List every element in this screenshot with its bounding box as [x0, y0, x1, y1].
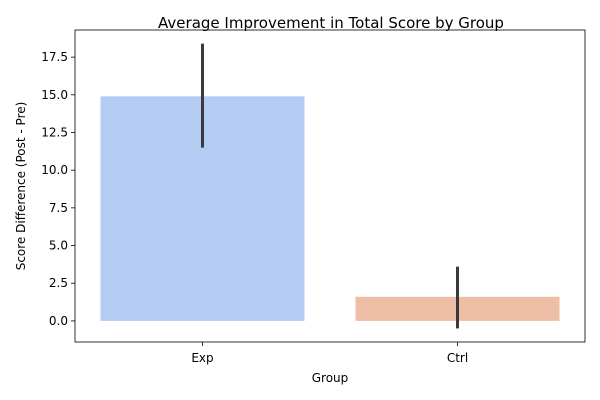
- x-axis-label: Group: [312, 371, 349, 385]
- y-tick-label: 0.0: [49, 314, 68, 328]
- y-axis: 0.0 2.5 5.0 7.5 10.0 12.5 15.0 17.5: [41, 50, 75, 328]
- y-axis-label: Score Difference (Post - Pre): [14, 102, 28, 271]
- y-tick-label: 5.0: [49, 239, 68, 253]
- y-tick-label: 2.5: [49, 276, 68, 290]
- x-axis: Exp Ctrl: [191, 342, 468, 365]
- y-tick-label: 7.5: [49, 201, 68, 215]
- plot-area: [100, 43, 560, 329]
- y-tick-label: 15.0: [41, 88, 68, 102]
- y-tick-label: 12.5: [41, 125, 68, 139]
- y-tick-label: 10.0: [41, 163, 68, 177]
- x-tick-label-exp: Exp: [191, 351, 213, 365]
- y-tick-label: 17.5: [41, 50, 68, 64]
- plot-frame: [74, 29, 586, 343]
- x-tick-label-ctrl: Ctrl: [447, 351, 468, 365]
- chart-title: Average Improvement in Total Score by Gr…: [158, 14, 504, 32]
